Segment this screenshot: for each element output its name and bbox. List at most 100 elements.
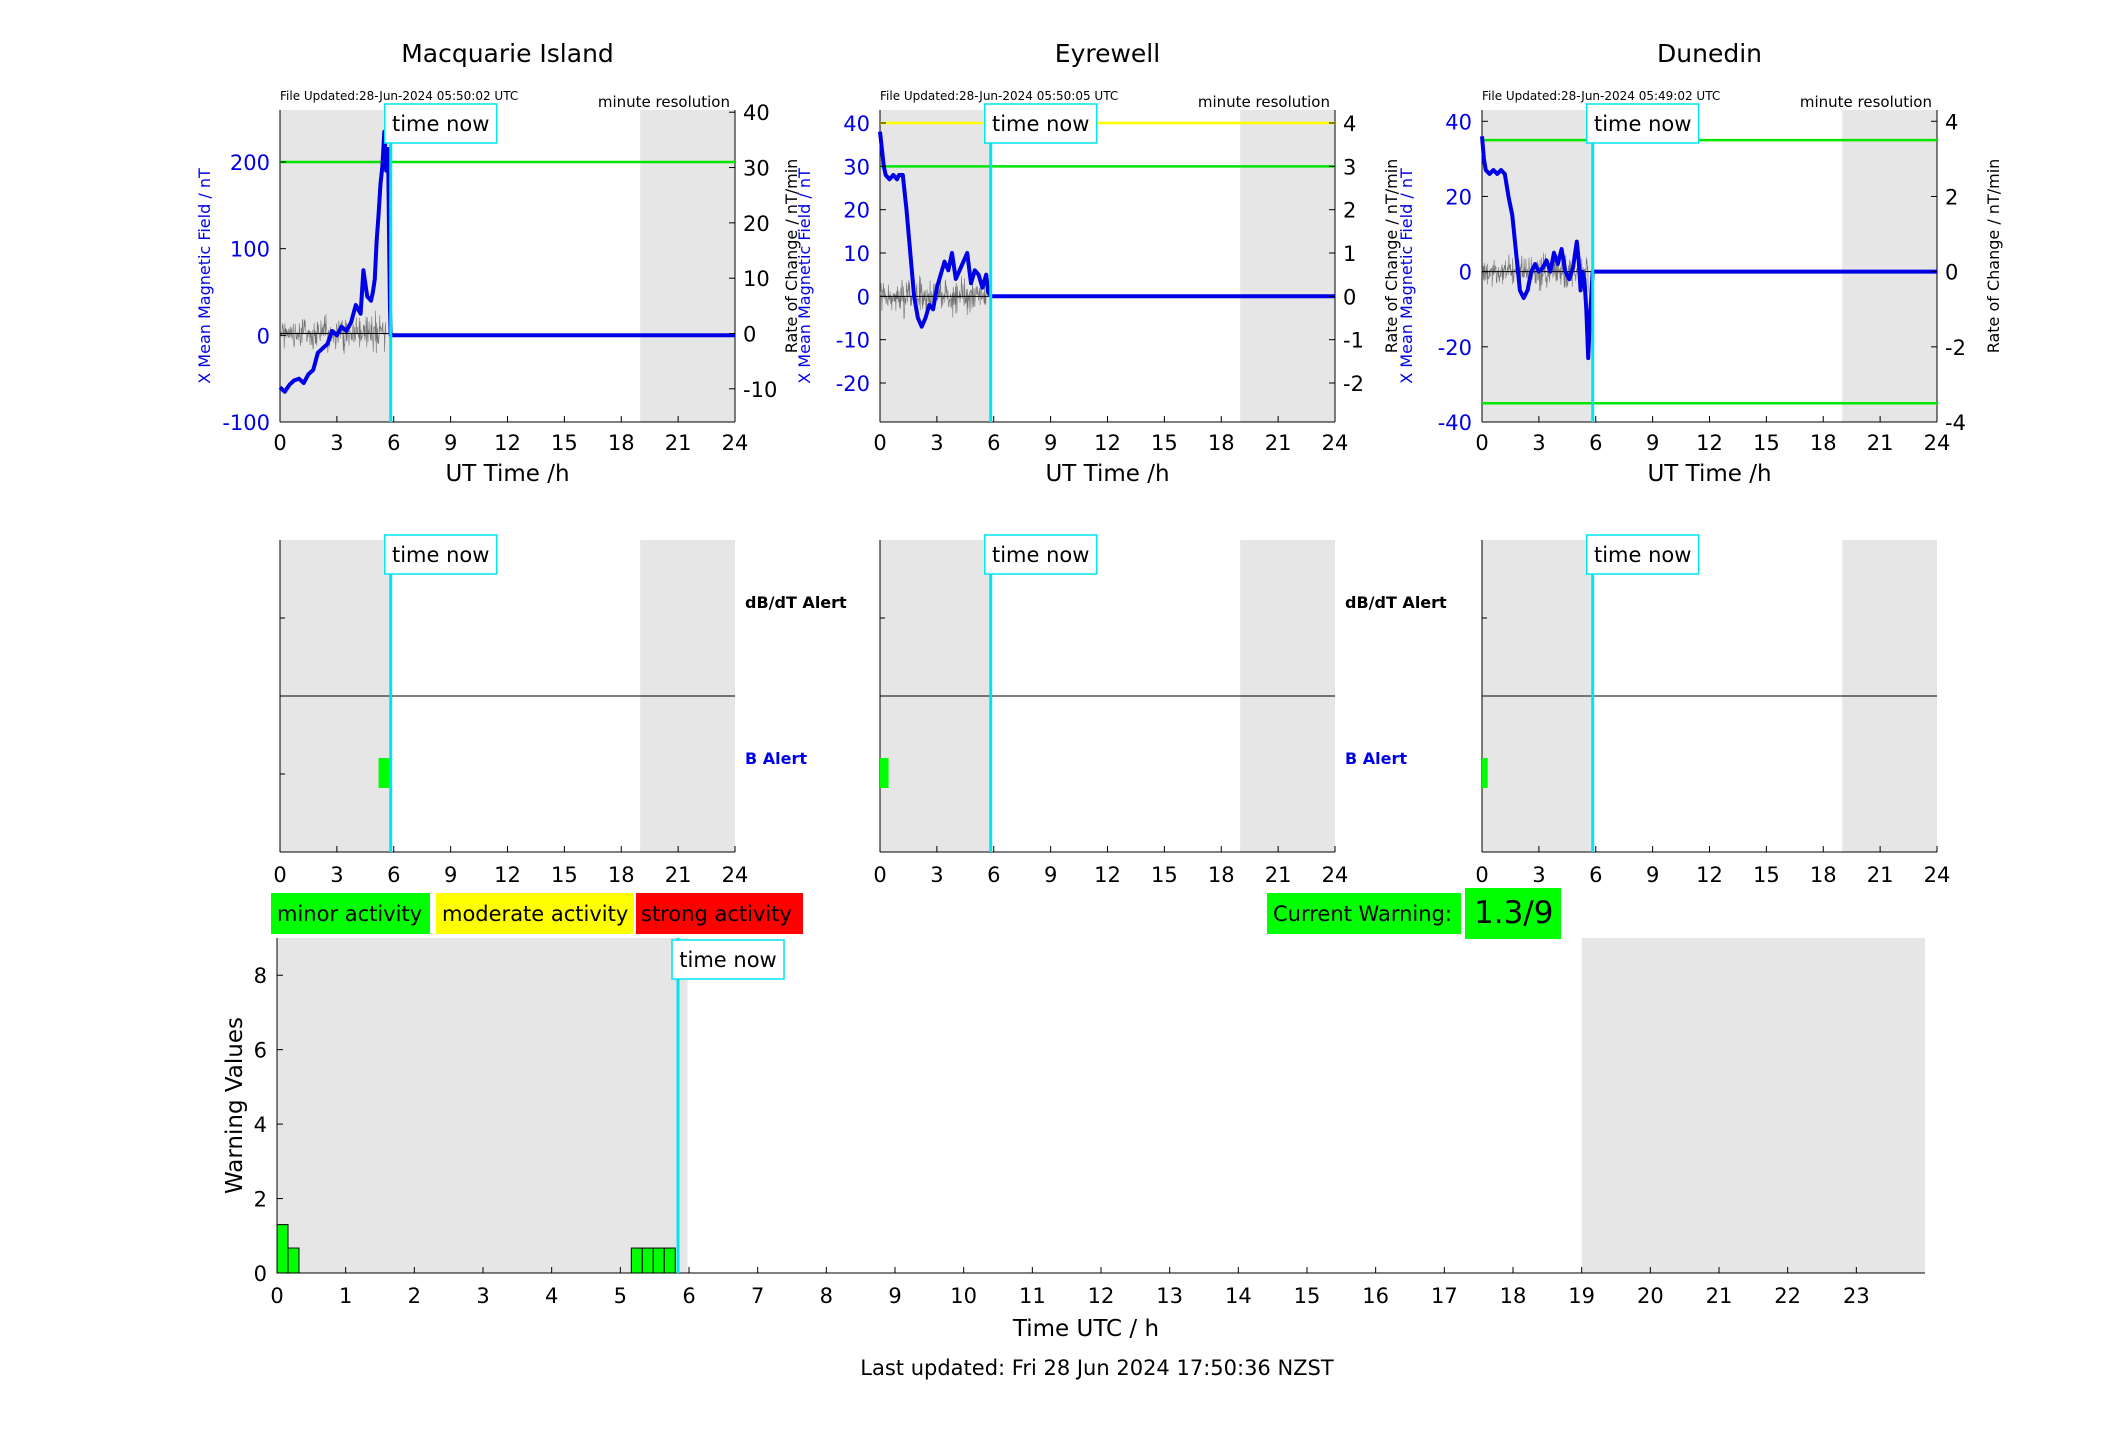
y-right-tick-label: 10 [743,267,770,291]
x-tick-label: 19 [1568,1284,1595,1308]
time-now-box [983,103,1098,144]
y-tick-label: -100 [222,411,270,435]
y-right-tick-label: 20 [743,212,770,236]
x-tick-label: 21 [1265,863,1292,887]
x-tick-label: 21 [665,431,692,455]
b-alert-bar [378,758,390,788]
time-now-label: time now [992,543,1089,567]
warning-bar [641,1247,654,1274]
x-tick-label: 21 [1265,431,1292,455]
time-now-box [671,939,785,980]
y-right-tick-label: 2 [1945,185,1958,209]
y-tick-label: 0 [857,285,870,309]
x-tick-label: 18 [1208,431,1235,455]
rate-of-change-trace [279,310,387,354]
legend-strong-label: strong activity [641,902,792,926]
y-axis-label-left: X Mean Magnetic Field / nT [195,168,214,384]
x-tick-label: 15 [1753,431,1780,455]
time-now-label: time now [392,112,489,136]
time-now-box [983,534,1098,575]
x-tick-label: 9 [1044,431,1057,455]
y-tick-label: -40 [1438,411,1472,435]
x-tick-label: 3 [1532,431,1545,455]
y-tick-label: 200 [230,151,270,175]
dbdt-alert-label: dB/dT Alert [1345,593,1447,612]
x-tick-label: 9 [1646,431,1659,455]
x-tick-label: 2 [408,1284,421,1308]
x-tick-label: 14 [1225,1284,1252,1308]
x-tick-label: 17 [1431,1284,1458,1308]
x-tick-label: 21 [1706,1284,1733,1308]
x-tick-label: 9 [444,863,457,887]
activity-legend: minor activity moderate activity strong … [271,888,1561,939]
y-right-tick-label: 30 [743,157,770,181]
y-tick-label: 0 [254,1262,267,1286]
night-shade [1581,938,1925,1273]
y-tick-label: 6 [254,1039,267,1063]
x-axis-label: Time UTC / h [1012,1316,1159,1342]
current-warning-value: 1.3/9 [1474,895,1553,931]
x-tick-label: 18 [608,431,635,455]
x-axis-label: UT Time /h [1045,461,1169,487]
y-axis-label: Warning Values [222,1017,248,1194]
x-tick-label: 24 [1322,863,1349,887]
y-tick-label: -20 [836,372,870,396]
y-tick-label: 10 [843,242,870,266]
b-alert-label: B Alert [745,749,807,768]
x-tick-label: 9 [888,1284,901,1308]
night-shade [1240,110,1335,422]
x-tick-label: 3 [476,1284,489,1308]
y-right-tick-label: 4 [1945,110,1958,134]
file-updated-text: File Updated:28-Jun-2024 05:50:02 UTC [280,89,518,103]
x-tick-label: 7 [751,1284,764,1308]
x-tick-label: 24 [1924,863,1951,887]
x-tick-label: 6 [387,431,400,455]
y-right-tick-label: -2 [1343,372,1364,396]
y-axis-label-right: Rate of Change / nT/min [782,159,801,354]
y-tick-label: 20 [843,199,870,223]
field-panel-3: Dunedin File Updated:28-Jun-2024 05:49:02… [1397,39,2003,487]
x-tick-label: 24 [1924,431,1951,455]
time-now-label: time now [1594,543,1691,567]
x-tick-label: 3 [1532,863,1545,887]
y-tick-label: 40 [1445,110,1472,134]
y-right-tick-label: -4 [1945,411,1966,435]
file-updated-text: File Updated:28-Jun-2024 05:49:02 UTC [1482,89,1720,103]
x-tick-label: 15 [1151,863,1178,887]
station-field-panels: Macquarie Island File Updated:28-Jun-2024… [195,39,2003,487]
time-now-label: time now [392,543,489,567]
x-tick-label: 3 [930,431,943,455]
x-tick-label: 0 [270,1284,283,1308]
alert-panels: time now 0 3 6 9 12 15 18 21 24 dB/dT Alert B Alert… [273,534,1951,887]
x-tick-label: 22 [1774,1284,1801,1308]
x-tick-label: 0 [873,863,886,887]
field-series-line [878,131,1335,329]
panel-title: Dunedin [1657,39,1762,68]
x-tick-label: 15 [551,431,578,455]
y-right-tick-label: -1 [1343,329,1364,353]
y-axis-label-right: Rate of Change / nT/min [1984,159,2003,354]
x-tick-label: 12 [494,431,521,455]
x-tick-label: 18 [608,863,635,887]
y-axis-label-left: X Mean Magnetic Field / nT [795,168,814,384]
y-axis-label-right: Rate of Change / nT/min [1382,159,1401,354]
b-alert-label: B Alert [1345,749,1407,768]
y-right-tick-label: 0 [1343,285,1356,309]
x-tick-label: 12 [1094,863,1121,887]
x-tick-label: 18 [1810,863,1837,887]
time-now-box [383,103,498,144]
x-tick-label: 12 [1696,863,1723,887]
resolution-label: minute resolution [1198,93,1330,111]
x-tick-label: 18 [1208,863,1235,887]
night-shade [1842,110,1937,422]
y-right-tick-label: 0 [1945,261,1958,285]
x-tick-label: 0 [273,431,286,455]
panel-title: Macquarie Island [401,39,614,68]
x-tick-label: 15 [551,863,578,887]
warning-bar [652,1247,665,1274]
x-tick-label: 6 [987,431,1000,455]
time-now-box [383,534,498,575]
x-tick-label: 9 [444,431,457,455]
time-now-label: time now [992,112,1089,136]
b-alert-bar [1482,758,1488,788]
